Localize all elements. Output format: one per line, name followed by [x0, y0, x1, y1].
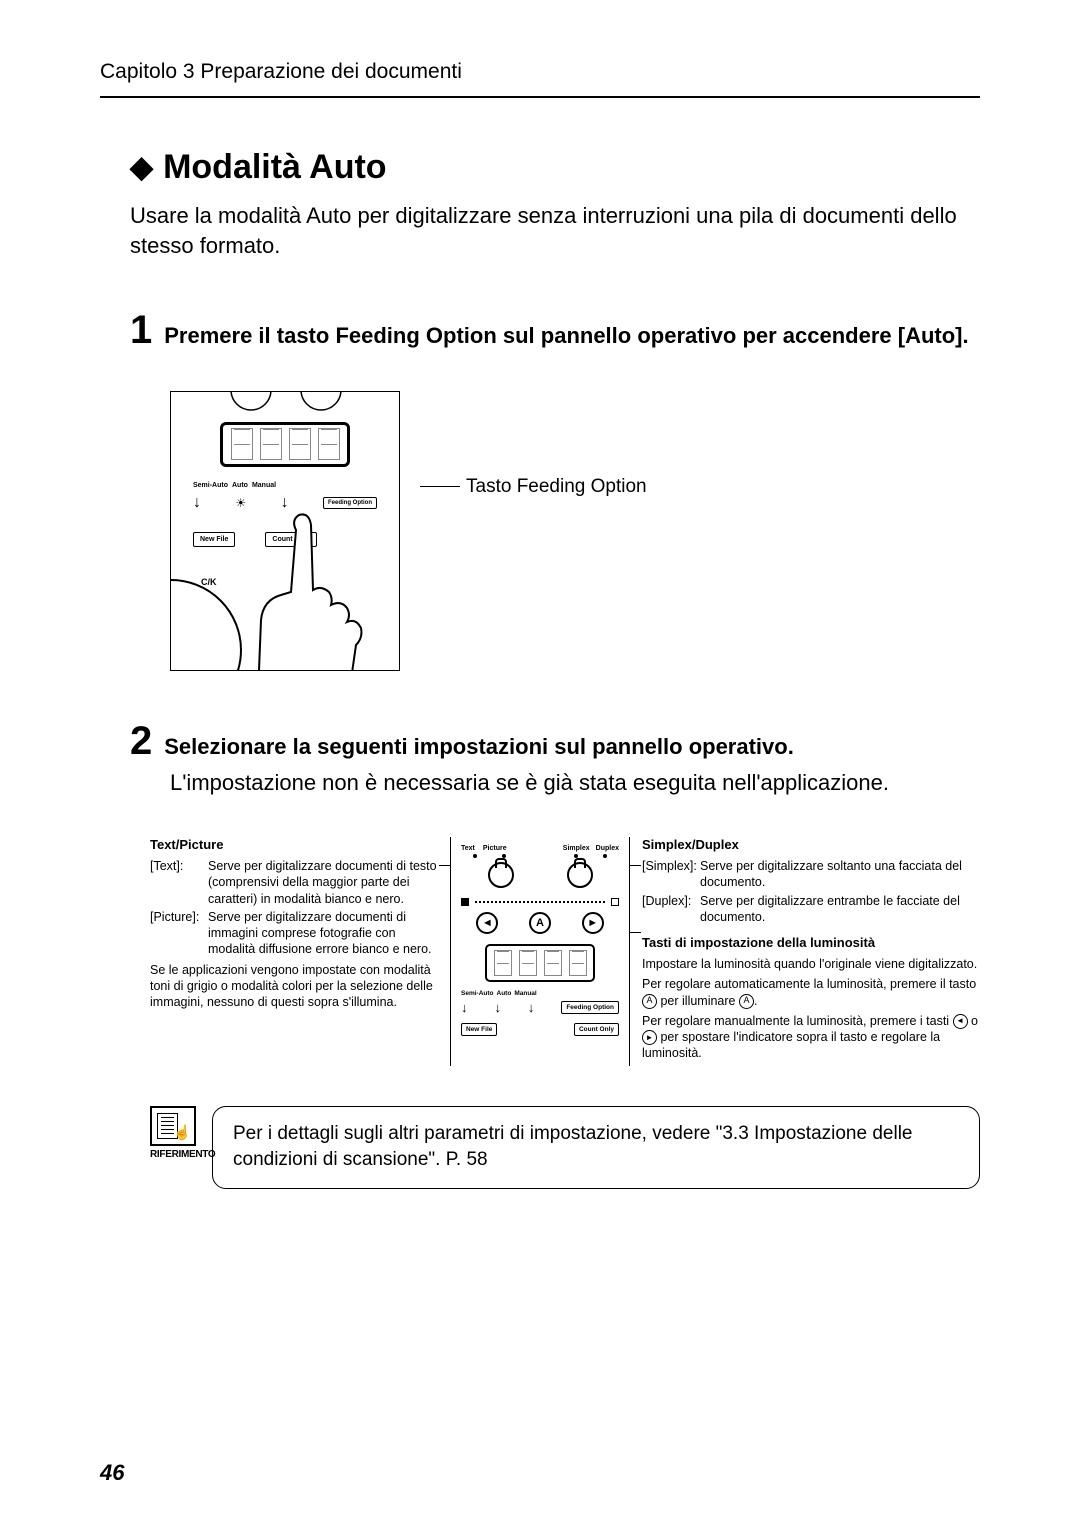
- step-2-body: L'impostazione non è necessaria se è già…: [170, 768, 980, 798]
- diamond-icon: ◆: [130, 150, 153, 185]
- reference-box: ☝ RIFERIMENTO Per i dettagli sugli altri…: [150, 1106, 980, 1189]
- section-title: ◆ Modalità Auto: [130, 148, 980, 187]
- brightness-manual-text: Per regolare manualmente la luminosità, …: [642, 1013, 980, 1062]
- step-2-number: 2: [130, 721, 152, 761]
- simplex-duplex-description: Simplex/Duplex [Simplex]: Serve per digi…: [630, 837, 980, 1065]
- brightness-heading: Tasti di impostazione della luminosità: [642, 935, 980, 952]
- figure-2: Text/Picture [Text]: Serve per digitaliz…: [150, 837, 980, 1065]
- text-picture-description: Text/Picture [Text]: Serve per digitaliz…: [150, 837, 450, 1065]
- mode-labels: Semi-Auto Auto Manual: [193, 482, 377, 489]
- seven-segment-display: [220, 422, 350, 467]
- page-number: 46: [100, 1460, 124, 1486]
- brightness-bar: [461, 898, 619, 906]
- reference-text: Per i dettagli sugli altri parametri di …: [212, 1106, 980, 1189]
- text-picture-knob[interactable]: [488, 862, 514, 888]
- count-only-button-2[interactable]: Count Only: [574, 1023, 619, 1036]
- step-1-number: 1: [130, 310, 152, 350]
- chapter-header: Capitolo 3 Preparazione dei documenti: [100, 60, 980, 98]
- reference-icon: ☝ RIFERIMENTO: [150, 1106, 200, 1160]
- brightness-auto-button[interactable]: A: [529, 912, 551, 934]
- step-2-title: Selezionare la seguenti impostazioni sul…: [164, 733, 794, 762]
- feeding-option-button-2[interactable]: Feeding Option: [561, 1001, 619, 1014]
- brightness-left-button[interactable]: ◄: [476, 912, 498, 934]
- step-1: 1 Premere il tasto Feeding Option sul pa…: [130, 310, 980, 351]
- hand-pointing-icon: [241, 500, 381, 671]
- control-panel-diagram-2: TextPicture SimplexDuplex ◄ A ► Semi-Aut…: [450, 837, 630, 1065]
- step-2: 2 Selezionare la seguenti impostazioni s…: [130, 721, 980, 797]
- new-file-button-2[interactable]: New File: [461, 1023, 497, 1036]
- simplex-duplex-knob[interactable]: [567, 862, 593, 888]
- brightness-auto-text: Per regolare automaticamente la luminosi…: [642, 976, 980, 1009]
- intro-paragraph: Usare la modalità Auto per digitalizzare…: [130, 201, 980, 260]
- simplex-duplex-heading: Simplex/Duplex: [642, 837, 980, 854]
- callout-text: Tasto Feeding Option: [466, 476, 647, 498]
- figure-1: Semi-Auto Auto Manual ↓☀↓ Feeding Option…: [170, 391, 980, 671]
- section-title-text: Modalità Auto: [163, 148, 387, 187]
- mode-labels-2: Semi-AutoAutoManual: [461, 990, 619, 997]
- brightness-right-button[interactable]: ►: [582, 912, 604, 934]
- callout-line: Tasto Feeding Option: [420, 476, 647, 498]
- control-panel-diagram-1: Semi-Auto Auto Manual ↓☀↓ Feeding Option…: [170, 391, 400, 671]
- seven-segment-display-small: [485, 944, 595, 982]
- text-picture-note: Se le applicazioni vengono impostate con…: [150, 962, 440, 1011]
- step-1-title: Premere il tasto Feeding Option sul pann…: [164, 322, 968, 351]
- text-picture-heading: Text/Picture: [150, 837, 440, 854]
- new-file-button[interactable]: New File: [193, 532, 235, 547]
